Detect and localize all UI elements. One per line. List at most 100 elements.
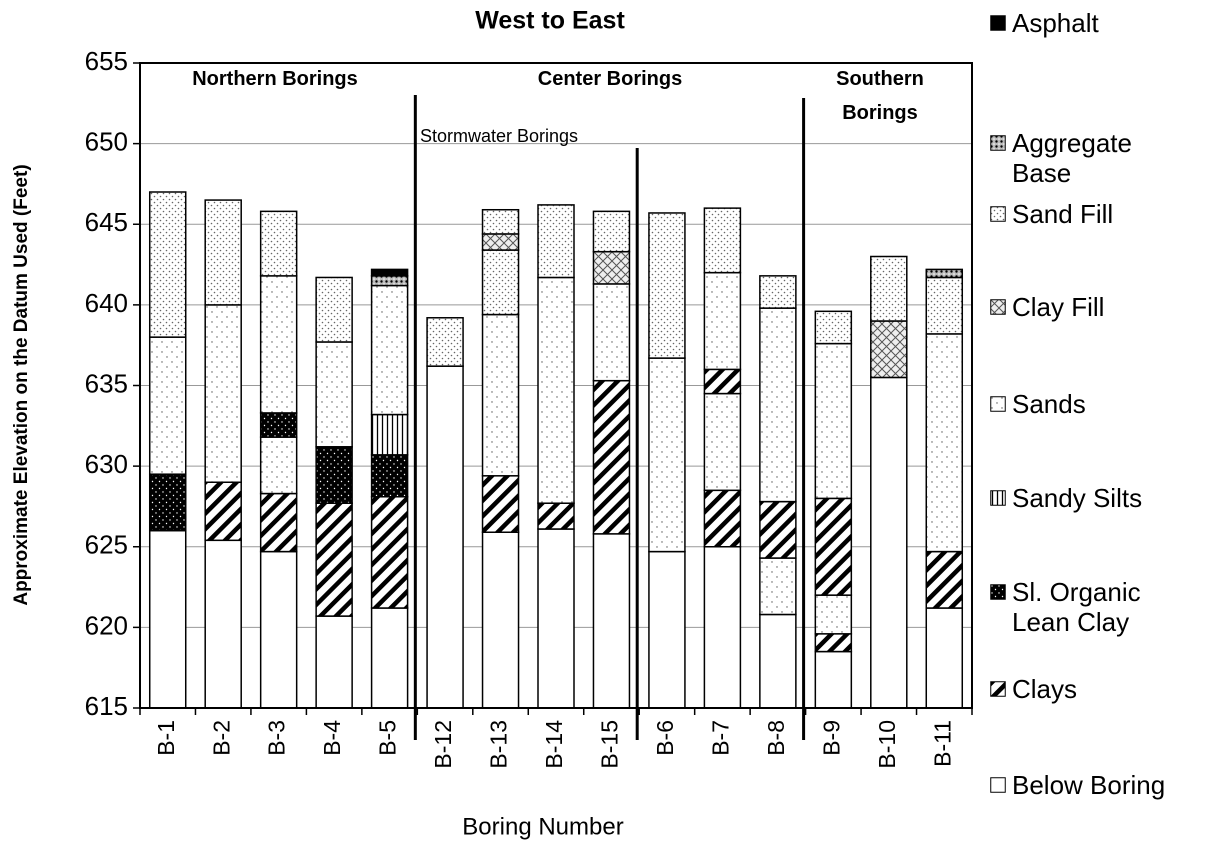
legend-swatch	[990, 299, 1006, 315]
bar-segment	[759, 557, 797, 616]
y-tick-label: 655	[85, 46, 128, 76]
bar-segment	[148, 191, 187, 338]
bar-segment	[204, 304, 242, 483]
y-tick-label: 645	[85, 207, 128, 237]
legend-item: Clays	[990, 674, 1200, 704]
bar-segment	[259, 210, 298, 277]
bar-segment	[925, 276, 964, 335]
legend-swatch	[990, 206, 1006, 222]
bar-segment	[204, 199, 242, 306]
x-tick-label: B-12	[430, 720, 456, 769]
bar-segment	[370, 496, 409, 609]
bar-segment	[703, 271, 742, 371]
legend-item: Below Boring	[990, 770, 1200, 800]
bar-segment	[814, 497, 853, 596]
bar-segment	[481, 313, 520, 477]
bar-segment	[204, 539, 242, 709]
legend-swatch	[990, 490, 1006, 506]
group-label: Southern Borings	[836, 68, 924, 124]
bar-segment	[648, 357, 686, 553]
bar-segment	[259, 275, 298, 414]
bar-segment	[537, 276, 575, 504]
bar-segment	[814, 342, 853, 500]
x-tick-label: B-11	[929, 720, 955, 767]
bar-segment	[370, 413, 409, 456]
bar-segment	[814, 594, 853, 635]
bar-segment	[814, 650, 853, 709]
bar-segment	[592, 379, 631, 535]
legend-item: Sands	[990, 389, 1200, 419]
bar-segment	[703, 368, 742, 395]
bar-segment	[148, 529, 187, 709]
bar-segment	[370, 284, 409, 416]
x-axis-title: Boring Number	[462, 813, 623, 840]
bar-segment	[759, 307, 797, 503]
y-tick-label: 615	[85, 691, 128, 721]
legend-swatch-fill	[990, 584, 1006, 600]
y-tick-label: 635	[85, 368, 128, 398]
bar-segment	[370, 454, 409, 498]
group-label: Stormwater Borings	[420, 126, 579, 146]
bar-segment	[481, 249, 520, 316]
bar-segment	[259, 436, 298, 495]
bar-segment	[426, 317, 464, 367]
legend-item: Sl. Organic Lean Clay	[990, 577, 1200, 637]
bar-segment	[370, 607, 409, 709]
bar-segment	[703, 546, 742, 709]
legend-swatch-fill	[990, 15, 1006, 31]
legend-label: Below Boring	[1012, 770, 1166, 800]
bar-segment	[870, 255, 908, 322]
bar-segment	[703, 207, 742, 274]
bar-segment	[925, 550, 964, 609]
y-tick-label: 630	[85, 449, 128, 479]
legend-label: Sandy Silts	[1012, 483, 1143, 513]
legend-label: Sand Fill	[1012, 199, 1114, 229]
bar-segment	[592, 283, 631, 382]
bar-segment	[703, 392, 742, 492]
x-tick-label: B-13	[486, 720, 512, 769]
legend-label: Asphalt	[1012, 8, 1099, 38]
legend-item: Clay Fill	[990, 292, 1200, 322]
bar-segment	[592, 210, 631, 253]
bar-segment	[814, 310, 853, 345]
x-tick-label: B-8	[763, 720, 789, 756]
bar-segment	[148, 473, 187, 532]
legend-swatch-fill	[990, 490, 1006, 506]
bar-segment	[481, 531, 520, 709]
bar-segment	[759, 613, 797, 709]
legend-item: Aggregate Base	[990, 128, 1200, 188]
bar-segment	[370, 268, 409, 277]
bar-segment	[759, 500, 797, 559]
bar-segment	[259, 492, 298, 553]
bar-segment	[481, 208, 520, 235]
group-label: Center Borings	[537, 68, 683, 90]
x-tick-label: B-2	[208, 720, 234, 756]
bar-segment	[370, 275, 409, 287]
bar-segment	[537, 204, 575, 279]
bar-segment	[814, 633, 853, 653]
legend-label: Aggregate Base	[1012, 128, 1132, 188]
bar-segment	[204, 481, 242, 542]
legend-swatch	[990, 681, 1006, 697]
bar-segment	[315, 276, 353, 343]
x-tick-label: B-4	[319, 720, 345, 756]
legend-label: Clay Fill	[1012, 292, 1105, 322]
bar-segment	[703, 489, 742, 548]
y-tick-label: 640	[85, 288, 128, 318]
bar-segment	[537, 528, 575, 709]
bar-segment	[537, 502, 575, 530]
legend-swatch	[990, 15, 1006, 31]
legend-swatch	[990, 777, 1006, 793]
legend-swatch-fill	[990, 206, 1006, 222]
bar-segment	[925, 607, 964, 709]
x-tick-label: B-3	[264, 720, 290, 756]
y-axis-title: Approximate Elevation on the Datum Used …	[11, 164, 32, 605]
plot-frame	[139, 62, 973, 709]
legend-item: Asphalt	[990, 8, 1200, 38]
bar-segment	[592, 533, 631, 709]
legend-swatch	[990, 584, 1006, 600]
legend-label: Sands	[1012, 389, 1086, 419]
bar-segment	[315, 615, 353, 709]
group-label: Northern Borings	[192, 68, 358, 90]
